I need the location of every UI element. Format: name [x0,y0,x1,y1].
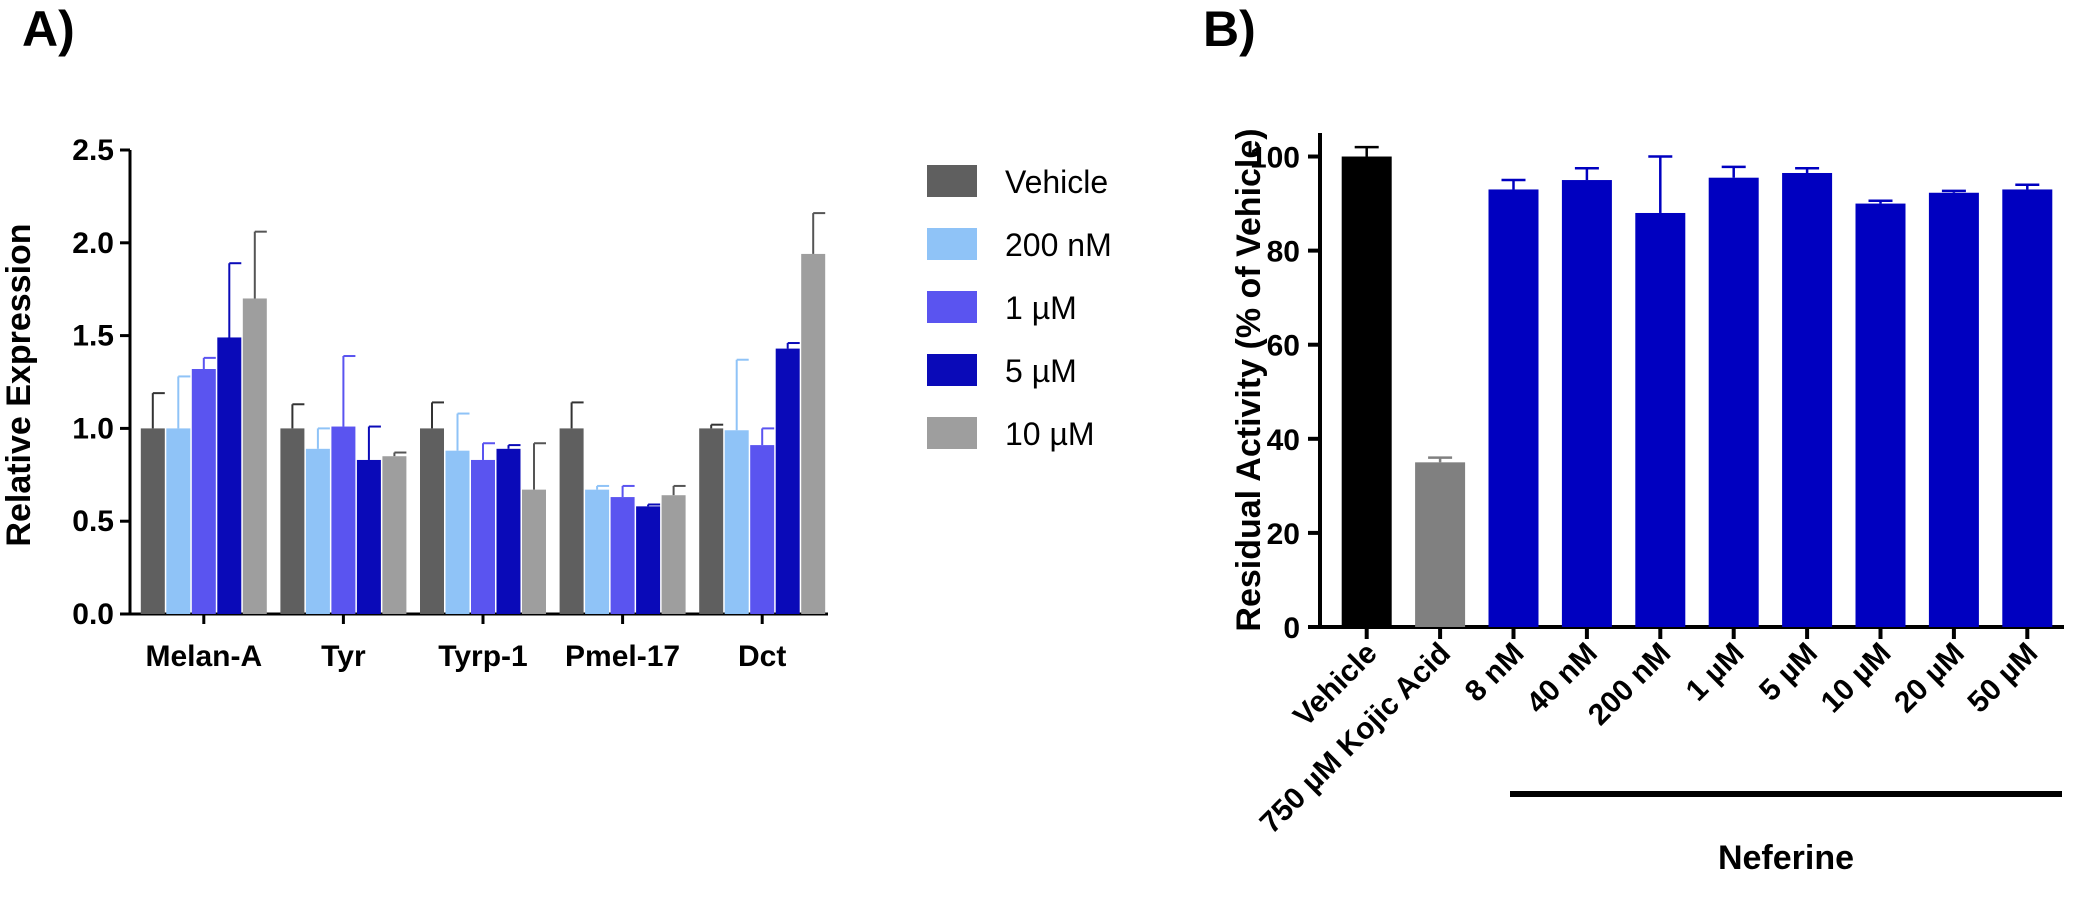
chart-b-y-tick-label: 100 [1250,142,1300,175]
chart-b-group-label: Neferine [1718,839,1854,877]
chart-b-y-tick-label: 20 [1267,518,1300,551]
chart-a-bar [242,298,267,614]
chart-b-bar [1928,192,1979,627]
chart-b-category-label: 1 µM [1680,637,1751,708]
chart-b-ylabel: Residual Activity (% of Vehicle) [1230,128,1268,631]
chart-a-legend-label: 1 µM [1005,290,1077,326]
chart-a-category-label: Dct [738,640,786,673]
chart-a-y-tick-label: 1.0 [72,412,114,445]
chart-a-bar [610,497,635,614]
chart-b-category-label: 10 µM [1815,637,1898,720]
chart-a-category-label: Tyrp-1 [438,640,527,673]
chart-a-bar [522,489,546,614]
chart-a-bar [382,456,407,614]
chart-a-bar [445,450,470,614]
chart-b-bar [1855,203,1906,628]
chart-a-bar [217,337,242,614]
chart-b-y-tick-label: 0 [1283,612,1300,645]
chart-b-bar [2002,189,2053,627]
chart-b-category-label: 20 µM [1888,637,1971,720]
panel-a-label: A) [22,1,75,57]
chart-a-bar [140,428,165,614]
chart-a-y-tick-label: 0.5 [72,505,114,538]
chart-a-axes: 0.0 0.5 1.0 1.5 2.0 2.5 Melan-A Tyr Tyrp-1 Pmel-1… [72,134,828,673]
chart-a-bar [420,428,444,614]
chart-a-y-tick-label: 2.5 [72,134,114,167]
chart-b-category-label: 200 nM [1582,637,1677,732]
chart-a-bar [801,253,826,614]
chart-a-bar [750,445,775,614]
chart-b-category-label: 8 nM [1459,637,1531,709]
panel-b-label: B) [1203,1,1256,57]
chart-a-legend-label: 5 µM [1005,353,1077,389]
chart-a-y-tick-label: 2.0 [72,227,114,260]
chart-a-bar [471,459,495,614]
chart-b-bar [1708,177,1759,627]
chart-a-category-label: Tyr [321,640,366,673]
chart-a-y-tick-label: 1.5 [72,320,114,353]
chart-b-category-label: 50 µM [1962,637,2045,720]
chart-b-bar [1561,180,1612,628]
chart-a-category-label: Melan-A [145,640,262,673]
chart-a-bars [140,212,826,614]
chart-a-bar [585,489,610,614]
chart-a-bar [280,428,305,614]
chart-a-bar [496,448,521,614]
chart-a-bar [559,428,584,614]
chart-a-bar [191,369,216,614]
chart-a-bar [661,495,686,614]
chart-b-category-label: 5 µM [1753,637,1824,708]
chart-a-bar [356,459,381,614]
chart-a-legend-label: 200 nM [1005,227,1112,263]
chart-a-expression: 0.0 0.5 1.0 1.5 2.0 2.5 Melan-A Tyr Tyrp-1 Pmel-1… [0,134,1112,673]
chart-b-bar [1635,212,1686,627]
chart-a-bar [775,348,800,614]
chart-a-bar [724,430,749,614]
chart-b-y-tick-label: 60 [1267,330,1300,363]
chart-a-category-label: Pmel-17 [565,640,680,673]
chart-a-bar [305,448,330,614]
chart-a-legend-label: Vehicle [1005,164,1108,200]
chart-b-bars [1341,145,2053,628]
chart-b-bar [1415,462,1466,627]
chart-a-legend-label: 10 µM [1005,416,1095,452]
chart-a-bar [166,428,191,614]
chart-b-y-tick-label: 40 [1267,424,1300,457]
chart-b-bar [1782,172,1833,627]
chart-a-ylabel: Relative Expression [0,223,38,546]
chart-a-legend-swatch [927,417,977,449]
chart-a-y-tick-label: 0.0 [72,598,114,631]
chart-a-bar [636,506,661,614]
chart-a-bar [331,426,356,614]
chart-a-legend-swatch [927,228,977,260]
chart-a-legend-swatch [927,291,977,323]
chart-a-legend-swatch [927,165,977,197]
chart-b-y-tick-label: 80 [1267,236,1300,269]
chart-a-legend-swatch [927,354,977,386]
chart-a-bar [699,428,724,614]
chart-b-bar [1488,189,1539,627]
chart-a-legend: Vehicle 200 nM 1 µM 5 µM 10 µM [927,164,1112,452]
chart-b-bar [1341,156,1392,627]
